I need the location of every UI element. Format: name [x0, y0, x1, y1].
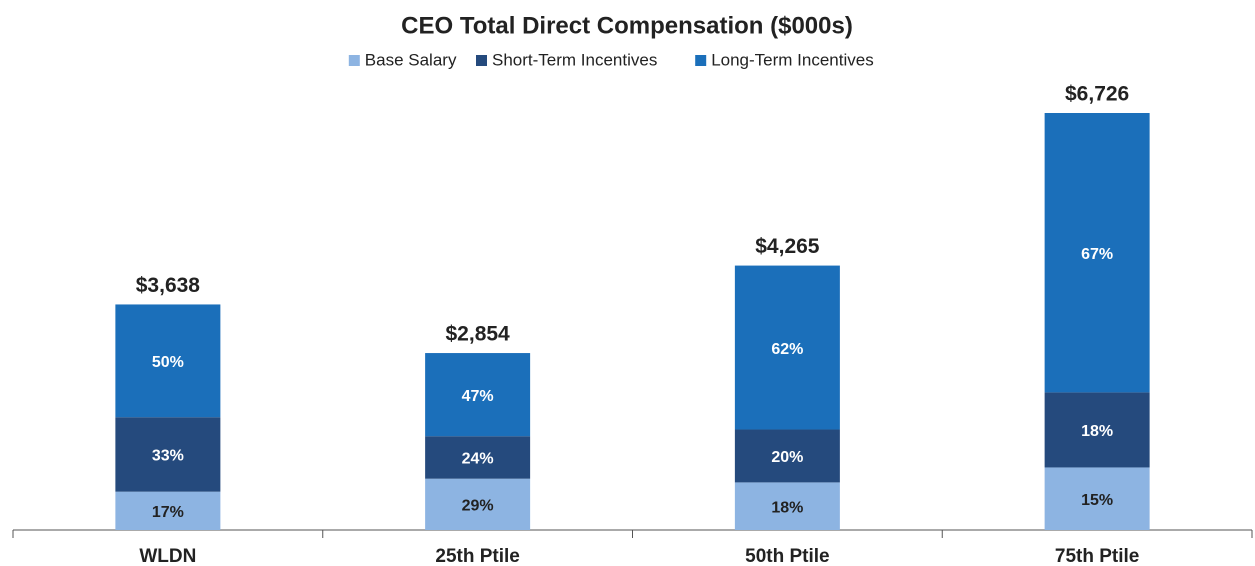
chart-title: CEO Total Direct Compensation ($000s) [401, 12, 853, 39]
x-tick-label: 25th Ptile [435, 546, 519, 566]
total-label: $6,726 [1065, 83, 1129, 106]
legend-swatch [348, 55, 360, 66]
bar-segment [425, 478, 531, 530]
bar-segment [115, 491, 221, 530]
bar-segment [1044, 113, 1150, 393]
data-label: 47% [462, 388, 494, 405]
bar-segment [734, 265, 840, 430]
legend-label: Base Salary [365, 50, 457, 69]
data-label: 50% [152, 354, 184, 371]
data-label: 18% [1081, 423, 1113, 440]
bar-segment [115, 417, 221, 492]
legend-label: Long-Term Incentives [711, 50, 874, 69]
data-label: 18% [771, 499, 803, 516]
legend-swatch [476, 55, 487, 66]
data-label: 33% [152, 448, 184, 465]
bar-segment [115, 304, 221, 418]
legend-swatch [695, 55, 707, 66]
bar-segment [1044, 467, 1150, 530]
data-label: 67% [1081, 246, 1113, 263]
legend-label: Short-Term Incentives [492, 50, 657, 69]
x-tick-label: 75th Ptile [1055, 546, 1139, 566]
data-label: 62% [771, 341, 803, 358]
total-label: $2,854 [446, 323, 511, 346]
bar-segment [1044, 392, 1150, 468]
data-label: 29% [462, 498, 494, 515]
data-label: 15% [1081, 492, 1113, 509]
total-label: $3,638 [136, 274, 201, 297]
bar-segment [425, 436, 531, 479]
x-tick-label: 50th Ptile [745, 546, 829, 566]
data-label: 24% [462, 451, 494, 468]
total-label: $4,265 [755, 235, 820, 258]
data-label: 20% [771, 449, 803, 466]
bar-segment [425, 353, 531, 437]
data-label: 17% [152, 504, 184, 521]
bar-segment [734, 429, 840, 483]
x-tick-label: WLDN [139, 546, 196, 566]
bar-segment [734, 482, 840, 530]
